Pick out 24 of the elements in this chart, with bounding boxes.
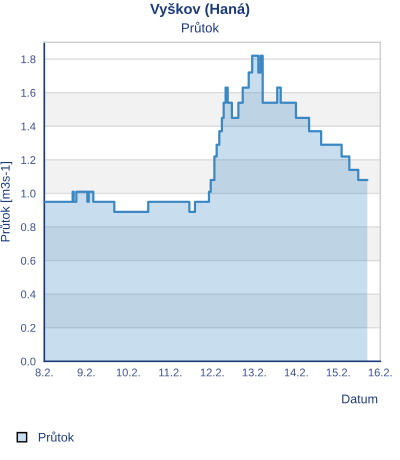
x-tick-label: 14.2. — [284, 368, 308, 376]
x-tick-label: 9.2. — [78, 368, 95, 376]
y-tick-label: 0.8 — [20, 223, 36, 232]
x-tick-label: 12.2. — [200, 368, 224, 376]
chart-title: Vyškov (Haná) — [150, 3, 250, 17]
y-tick-label: 1.4 — [21, 122, 36, 130]
x-tick-label: 8.2. — [36, 368, 53, 376]
y-axis-title: Průtok [m3s-1] — [0, 162, 12, 242]
x-tick-label: 13.2. — [242, 368, 266, 376]
y-tick-label: 1.0 — [21, 190, 36, 198]
y-tick-label: 1.6 — [21, 88, 36, 97]
legend-label: Průtok — [38, 431, 74, 442]
y-tick-label: 0.6 — [20, 256, 36, 265]
x-tick-label: 15.2. — [326, 368, 350, 376]
x-tick-label: 11.2. — [159, 368, 182, 376]
y-tick-label: 0.0 — [20, 358, 36, 366]
chart-subtitle: Průtok — [182, 22, 220, 33]
x-axis-title: Datum — [342, 394, 378, 404]
y-tick-label: 1.8 — [21, 55, 36, 64]
x-tick-label: 10.2. — [116, 368, 140, 376]
y-tick-label: 0.2 — [20, 324, 36, 332]
y-tick-label: 1.2 — [21, 156, 36, 164]
y-tick-label: 0.4 — [20, 290, 36, 298]
x-tick-label: 16.2. — [368, 368, 392, 376]
